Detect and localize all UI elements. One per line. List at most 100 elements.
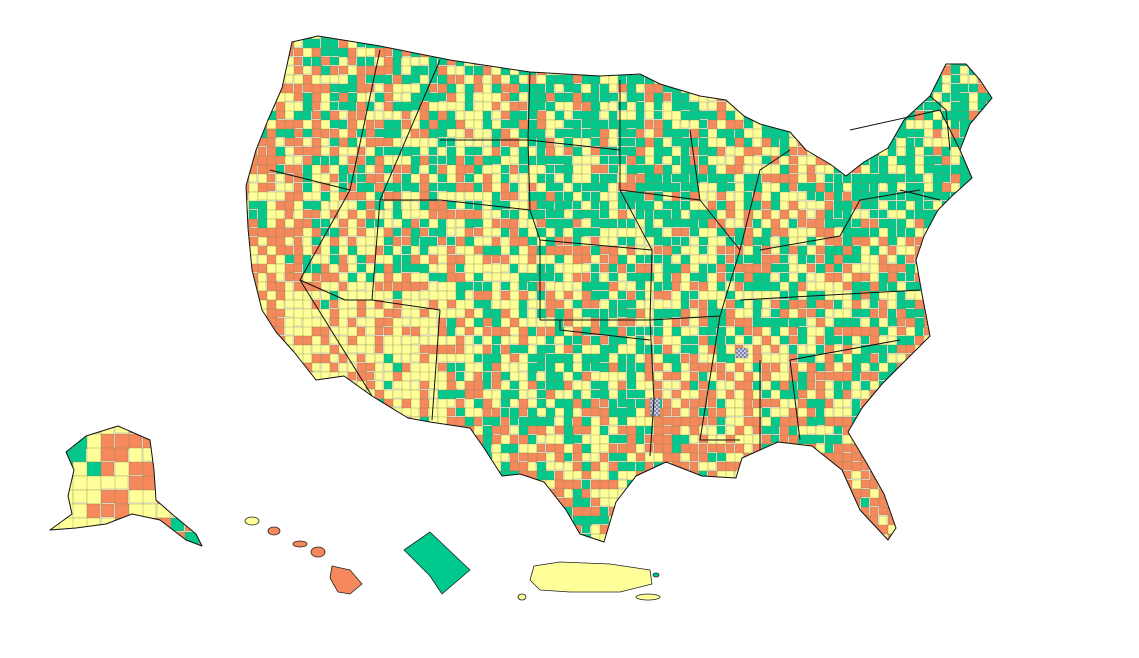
county-cell <box>428 308 438 319</box>
county-cell <box>896 317 906 327</box>
county-cell <box>198 447 202 462</box>
county-cell <box>590 137 601 147</box>
county-cell <box>896 272 906 282</box>
county-cell <box>977 164 989 174</box>
county-cell <box>284 119 296 131</box>
county-cell <box>491 36 503 40</box>
county-cell <box>383 164 393 174</box>
county-cell <box>446 290 458 301</box>
county-cell <box>473 281 483 293</box>
county-cell <box>320 362 331 373</box>
county-cell <box>518 290 530 301</box>
county-cell <box>986 389 992 400</box>
county-cell <box>797 200 807 210</box>
county-cell <box>968 254 980 265</box>
county-cell <box>860 173 871 185</box>
county-cell <box>716 416 726 426</box>
county-cell <box>500 317 512 329</box>
county-cell <box>491 227 503 237</box>
county-cell <box>284 164 295 174</box>
county-cell <box>824 515 835 527</box>
county-cell <box>779 191 791 203</box>
county-cell <box>572 128 582 139</box>
county-cell <box>500 182 510 194</box>
county-cell <box>968 389 978 399</box>
county-cell <box>338 533 349 542</box>
county-cell <box>491 191 501 202</box>
county-cell <box>878 137 889 147</box>
county-cell <box>923 398 933 408</box>
county-cell <box>878 128 888 140</box>
county-cell <box>806 470 817 481</box>
county-cell <box>509 533 521 542</box>
county-cell <box>815 245 827 255</box>
county-cell <box>509 38 521 50</box>
county-cell <box>257 434 269 446</box>
county-cell <box>968 533 978 542</box>
county-cell <box>491 209 503 219</box>
county-cell <box>743 182 754 192</box>
county-cell <box>716 209 727 221</box>
county-cell <box>491 83 503 95</box>
county-cell <box>392 137 402 148</box>
county-cell <box>455 299 467 311</box>
county-cell <box>752 506 762 518</box>
county-cell <box>284 353 295 363</box>
county-cell <box>383 92 394 102</box>
county-cell <box>788 74 799 86</box>
county-cell <box>590 398 600 409</box>
county-cell <box>464 38 476 49</box>
county-cell <box>671 209 682 220</box>
county-cell <box>482 182 494 193</box>
county-cell <box>860 452 870 464</box>
county-cell <box>977 524 989 535</box>
county-cell <box>626 443 637 454</box>
county-cell <box>320 290 332 301</box>
county-cell <box>870 543 879 553</box>
county-cell <box>752 407 763 419</box>
county-cell <box>635 290 646 302</box>
county-cell <box>779 155 790 166</box>
county-cell <box>500 101 511 112</box>
county-cell <box>266 272 278 284</box>
county-cell <box>617 218 627 229</box>
county-cell <box>707 83 719 94</box>
county-cell <box>752 227 763 239</box>
county-cell <box>941 182 953 193</box>
county-cell <box>464 173 476 183</box>
county-cell <box>996 444 1006 452</box>
county-cell <box>383 281 393 292</box>
county-cell <box>347 74 359 86</box>
county-cell <box>635 191 645 203</box>
county-cell <box>554 434 564 446</box>
county-cell <box>680 155 691 167</box>
county-cell <box>302 416 312 426</box>
county-cell <box>653 200 663 211</box>
county-cell <box>500 209 510 219</box>
county-cell <box>590 245 601 257</box>
county-cell <box>635 254 645 264</box>
county-cell <box>419 488 431 499</box>
county-cell <box>572 182 582 194</box>
county-cell <box>896 56 908 67</box>
county-cell <box>455 263 465 273</box>
county-cell <box>635 488 646 498</box>
county-cell <box>383 389 394 401</box>
county-cell <box>833 371 845 383</box>
county-cell <box>284 488 294 498</box>
county-cell <box>716 272 726 283</box>
county-cell <box>860 371 872 381</box>
county-cell <box>338 317 348 329</box>
county-cell <box>959 74 969 85</box>
county-cell <box>320 83 332 95</box>
county-cell <box>527 407 539 418</box>
county-cell <box>851 38 862 48</box>
county-cell <box>959 488 969 499</box>
county-cell <box>428 101 439 113</box>
county-cell <box>266 452 277 463</box>
county-cell <box>671 299 683 311</box>
county-cell <box>72 426 88 435</box>
county-cell <box>401 389 413 400</box>
county-cell <box>374 317 385 328</box>
county-cell <box>824 92 836 104</box>
